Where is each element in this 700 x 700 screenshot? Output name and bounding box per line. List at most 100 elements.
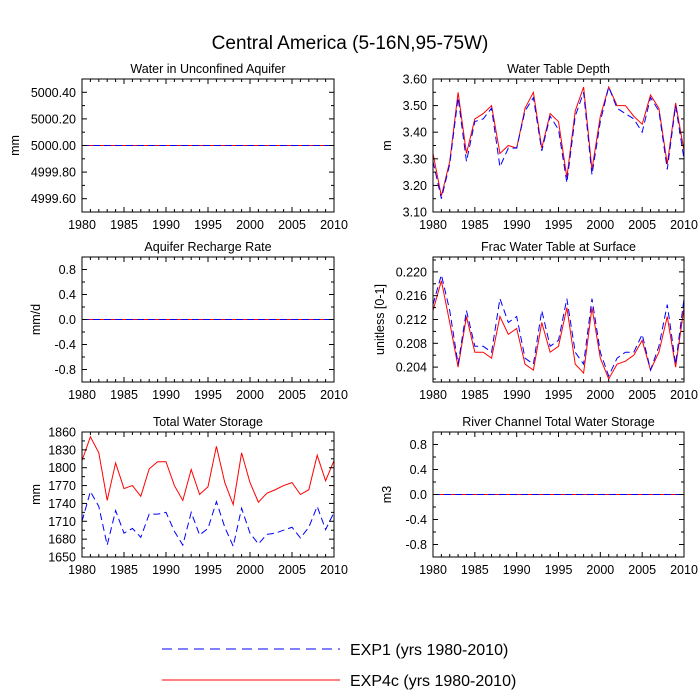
x-tick-label: 1990 xyxy=(152,563,180,577)
x-tick-label: 1995 xyxy=(545,563,573,577)
y-tick-label: 1800 xyxy=(48,461,76,475)
panel-title: Water in Unconfined Aquifer xyxy=(130,62,285,76)
y-tick-label: 1770 xyxy=(48,479,76,493)
x-tick-label: 1990 xyxy=(503,218,531,232)
x-tick-label: 1995 xyxy=(545,218,573,232)
series-line-exp1 xyxy=(82,490,334,548)
plot-frame xyxy=(432,256,685,383)
x-tick-label: 1990 xyxy=(503,388,531,402)
x-tick-label: 1980 xyxy=(419,563,447,577)
x-tick-label: 2005 xyxy=(628,218,656,232)
panel-title: Water Table Depth xyxy=(507,62,610,76)
y-tick-label: 1860 xyxy=(48,426,76,440)
x-tick-label: 1980 xyxy=(68,388,96,402)
y-tick-label: 1830 xyxy=(48,443,76,457)
y-tick-label: 0.208 xyxy=(396,337,427,351)
y-axis-label: mm xyxy=(8,135,22,156)
y-tick-label: 0.4 xyxy=(410,463,427,477)
x-tick-label: 2010 xyxy=(320,388,348,402)
x-tick-label: 2000 xyxy=(236,218,264,232)
y-tick-label: 0.220 xyxy=(396,265,427,279)
x-tick-label: 2005 xyxy=(278,388,306,402)
x-tick-label: 1985 xyxy=(110,218,138,232)
legend-label-exp4c: EXP4c (yrs 1980-2010) xyxy=(350,673,516,690)
y-tick-label: 1680 xyxy=(48,533,76,547)
y-tick-label: 4999.60 xyxy=(31,192,76,206)
y-axis-label: mm/d xyxy=(29,304,43,335)
y-tick-label: -0.4 xyxy=(54,338,76,352)
x-tick-label: 2005 xyxy=(628,388,656,402)
y-tick-label: 0.204 xyxy=(396,361,427,375)
legend: EXP1 (yrs 1980-2010) EXP4c (yrs 1980-201… xyxy=(162,642,516,690)
series-line-exp4c xyxy=(433,85,684,197)
chart-panel-3: Frac Water Table at Surface unitless [0-1… xyxy=(373,240,698,402)
y-tick-label: 3.60 xyxy=(403,73,427,87)
y-tick-label: 0.212 xyxy=(396,313,427,327)
panels-container: Water in Unconfined Aquifer mm 1980 1985 199… xyxy=(8,62,698,577)
x-tick-label: 2010 xyxy=(320,218,348,232)
x-tick-label: 2000 xyxy=(236,388,264,402)
x-tick-label: 1995 xyxy=(545,388,573,402)
series-line-exp4c xyxy=(82,435,334,507)
y-tick-label: 5000.00 xyxy=(31,139,76,153)
series-line-exp1 xyxy=(433,274,684,378)
y-tick-label: 0.4 xyxy=(59,288,76,302)
y-tick-label: 0.0 xyxy=(59,313,76,327)
x-tick-label: 1980 xyxy=(68,218,96,232)
y-axis-label: m3 xyxy=(380,486,394,503)
chart-panel-2: Aquifer Recharge Rate mm/d 1980 1985 1990 199… xyxy=(29,240,348,402)
chart-panel-0: Water in Unconfined Aquifer mm 1980 1985 199… xyxy=(8,62,348,232)
x-tick-label: 1980 xyxy=(419,218,447,232)
y-tick-label: -0.4 xyxy=(405,513,427,527)
y-axis-label: m xyxy=(380,140,394,150)
y-tick-label: 3.10 xyxy=(403,206,427,220)
x-tick-label: 1985 xyxy=(110,563,138,577)
x-tick-label: 1985 xyxy=(461,218,489,232)
x-tick-label: 2005 xyxy=(628,563,656,577)
y-tick-label: 4999.80 xyxy=(31,166,76,180)
x-tick-label: 1985 xyxy=(110,388,138,402)
x-tick-label: 1995 xyxy=(194,388,222,402)
panel-title: River Channel Total Water Storage xyxy=(462,415,655,429)
x-tick-label: 1980 xyxy=(419,388,447,402)
chart-panel-4: Total Water Storage mm 1980 1985 1990 1995 200… xyxy=(29,415,348,577)
x-tick-label: 2000 xyxy=(586,218,614,232)
y-tick-label: -0.8 xyxy=(54,363,76,377)
y-tick-label: 3.50 xyxy=(403,99,427,113)
y-tick-label: 0.8 xyxy=(59,263,76,277)
x-tick-label: 1985 xyxy=(461,563,489,577)
y-tick-label: 5000.20 xyxy=(31,112,76,126)
y-tick-label: 0.216 xyxy=(396,289,427,303)
x-tick-label: 1995 xyxy=(194,563,222,577)
legend-label-exp1: EXP1 (yrs 1980-2010) xyxy=(350,642,508,659)
x-tick-label: 1990 xyxy=(152,388,180,402)
series-line-exp1 xyxy=(433,85,684,199)
x-tick-label: 2000 xyxy=(236,563,264,577)
x-tick-label: 2000 xyxy=(586,388,614,402)
panel-title: Aquifer Recharge Rate xyxy=(144,240,271,254)
plot-frame xyxy=(81,431,335,558)
y-tick-label: 1710 xyxy=(48,515,76,529)
figure-title: Central America (5-16N,95-75W) xyxy=(212,33,489,54)
x-tick-label: 2005 xyxy=(278,563,306,577)
chart-panel-1: Water Table Depth m 1980 1985 1990 1995 2000 20… xyxy=(380,62,698,232)
x-tick-label: 2010 xyxy=(320,563,348,577)
x-tick-label: 1980 xyxy=(68,563,96,577)
y-tick-label: -0.8 xyxy=(405,538,427,552)
y-tick-label: 1650 xyxy=(48,551,76,565)
y-tick-label: 5000.40 xyxy=(31,86,76,100)
x-tick-label: 2010 xyxy=(670,388,698,402)
x-tick-label: 2005 xyxy=(278,218,306,232)
y-tick-label: 3.20 xyxy=(403,179,427,193)
x-tick-label: 1995 xyxy=(194,218,222,232)
x-tick-label: 1985 xyxy=(461,388,489,402)
plot-frame xyxy=(432,78,685,213)
y-tick-label: 0.0 xyxy=(410,488,427,502)
y-tick-label: 1740 xyxy=(48,497,76,511)
x-tick-label: 2000 xyxy=(586,563,614,577)
x-tick-label: 2010 xyxy=(670,218,698,232)
x-tick-label: 1990 xyxy=(503,563,531,577)
y-axis-label: mm xyxy=(29,484,43,505)
y-axis-label: unitless [0-1] xyxy=(373,284,387,355)
